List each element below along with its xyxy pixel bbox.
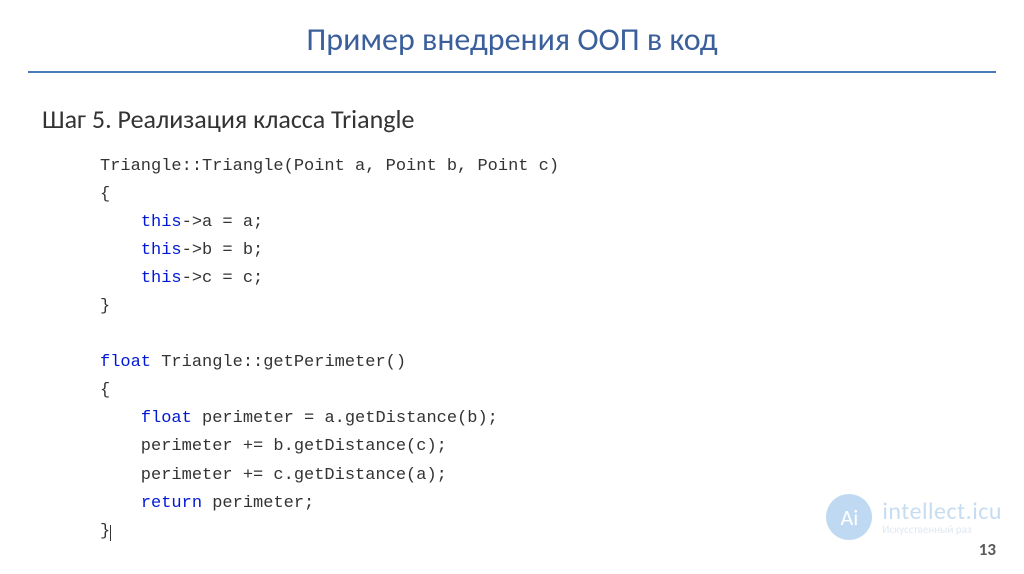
- slide-subtitle: Шаг 5. Реализация класса Triangle: [42, 103, 1024, 135]
- code-line: float Triangle::getPerimeter(): [100, 349, 1024, 377]
- text-cursor-icon: [110, 525, 111, 541]
- watermark-text: intellect.icu Искусственный раз: [882, 499, 1002, 536]
- code-line: {: [100, 377, 1024, 405]
- code-line: Triangle::Triangle(Point a, Point b, Poi…: [100, 153, 1024, 181]
- code-line: this->b = b;: [100, 237, 1024, 265]
- code-line: float perimeter = a.getDistance(b);: [100, 405, 1024, 433]
- code-line: perimeter += b.getDistance(c);: [100, 433, 1024, 461]
- watermark-logo-icon: Ai: [826, 494, 872, 540]
- title-underline: [28, 71, 996, 73]
- watermark: Ai intellect.icu Искусственный раз: [826, 494, 1002, 540]
- slide-title: Пример внедрения ООП в код: [0, 0, 1024, 71]
- page-number: 13: [979, 539, 996, 560]
- code-line: [100, 321, 1024, 349]
- code-line: }: [100, 293, 1024, 321]
- code-line: perimeter += c.getDistance(a);: [100, 462, 1024, 490]
- code-block: Triangle::Triangle(Point a, Point b, Poi…: [100, 153, 1024, 546]
- watermark-logo-text: Ai: [841, 504, 859, 531]
- code-line: this->c = c;: [100, 265, 1024, 293]
- watermark-sub: Искусственный раз: [882, 524, 1002, 536]
- code-line: this->a = a;: [100, 209, 1024, 237]
- code-line: {: [100, 181, 1024, 209]
- watermark-main: intellect.icu: [882, 499, 1002, 524]
